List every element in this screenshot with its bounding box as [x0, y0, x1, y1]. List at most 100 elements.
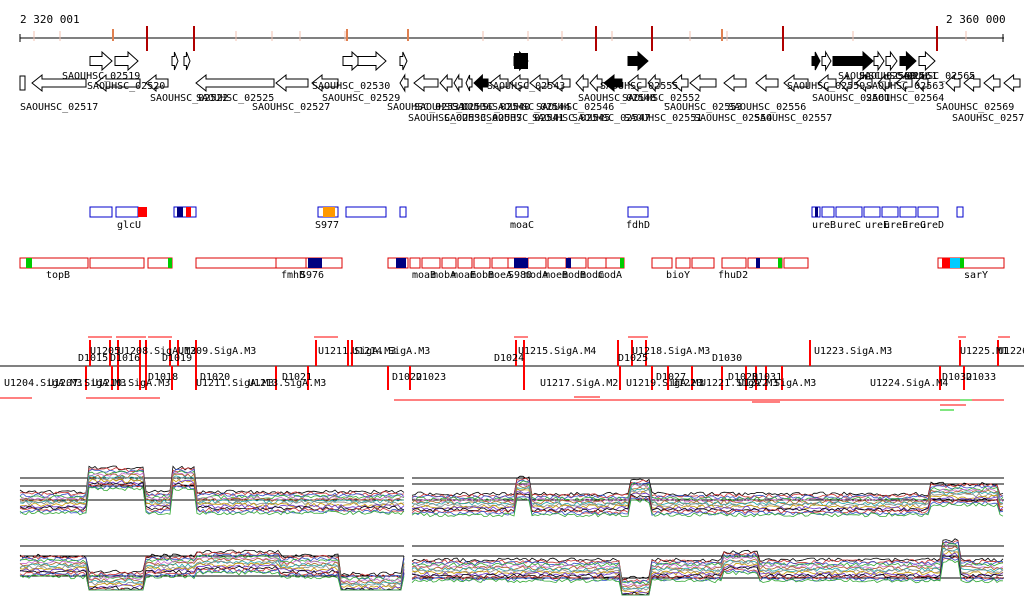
transcript-label[interactable]: U1211.SigA.M3 [196, 378, 274, 389]
feature-label[interactable]: ureF [884, 220, 908, 231]
transcript-label[interactable]: D1019 [162, 353, 192, 364]
feature-label[interactable]: moeB [544, 270, 568, 281]
feature-label[interactable]: topB [46, 270, 70, 281]
gene-label[interactable]: SAOUHSC_02541 [486, 113, 564, 124]
gene-label[interactable]: SAOUHSC_02537 [444, 113, 522, 124]
transcript-label[interactable]: U1211.SigA.M3 [318, 346, 396, 357]
transcript-label[interactable]: U1207.SigA.M3 [48, 378, 126, 389]
gene-label[interactable]: SAOUHSC_02561 [812, 93, 890, 104]
gene-label[interactable]: SAOUHSC_02556 [728, 102, 806, 113]
transcript-label[interactable]: U1218.SigA.M3 [632, 346, 710, 357]
feature-label[interactable]: modA [598, 270, 622, 281]
transcript-label[interactable]: U1222.SigA.M3 [738, 378, 816, 389]
transcript-label[interactable]: U1205 [90, 346, 120, 357]
gene-label[interactable]: SAOUHSC_02569 [936, 102, 1014, 113]
gene-label[interactable]: SAOUHSC_02555 [600, 81, 678, 92]
feature-label[interactable]: fhuD2 [718, 270, 748, 281]
transcript-label[interactable]: D1028 [728, 372, 758, 383]
transcript-label[interactable]: D1016 [110, 353, 140, 364]
gene-label[interactable]: SAOUHSC_02522 [150, 93, 228, 104]
transcript-label[interactable]: U1225.M1 [960, 346, 1008, 357]
feature-label[interactable]: moaB [412, 270, 436, 281]
gene-label[interactable]: SAOUHSC_02570 [952, 113, 1024, 124]
feature-label[interactable]: S980 [508, 270, 532, 281]
gene-label[interactable]: SAOUHSC_02530 [312, 81, 390, 92]
transcript-label[interactable]: U1204.SigA.M3 [4, 378, 82, 389]
gene-label[interactable]: SAOUHSC_02517 [20, 102, 98, 113]
feature-label[interactable]: fdhD [626, 220, 650, 231]
gene-label[interactable]: SAOUHSC_02545 [532, 113, 610, 124]
transcript-label[interactable]: D1033 [966, 372, 996, 383]
transcript-label[interactable]: U1221.SigA.M3 [700, 378, 778, 389]
gene-label[interactable]: SAOUHSC_02564 [866, 93, 944, 104]
feature-label[interactable]: ureG [902, 220, 926, 231]
transcript-label[interactable]: D1018 [148, 372, 178, 383]
transcript-label[interactable]: D1022 [392, 372, 422, 383]
gene-label[interactable]: SAOUHSC_02553 [664, 102, 742, 113]
transcript-label[interactable]: U1208.SigA.M3 [118, 346, 196, 357]
transcript-label[interactable]: D1027 [656, 372, 686, 383]
gene-label[interactable]: SAOUHSC_02547 [572, 113, 650, 124]
gene-label[interactable]: SAOUHSC_02519 [62, 71, 140, 82]
transcript-label[interactable]: D1021 [282, 372, 312, 383]
transcript-label[interactable]: U1209.SigA.M3 [178, 346, 256, 357]
feature-label[interactable]: bioY [666, 270, 690, 281]
feature-label[interactable]: ureC [837, 220, 861, 231]
gene-label[interactable]: SAOUHSC_02529 [322, 93, 400, 104]
gene-label[interactable]: SAOUHSC_02525 [196, 93, 274, 104]
gene-label[interactable]: SAOUHSC_02561 [859, 71, 937, 82]
gene-label[interactable]: SAOUHSC_02533 [408, 113, 486, 124]
feature-label[interactable]: sarY [964, 270, 988, 281]
transcript-label[interactable]: D1015 [78, 353, 108, 364]
transcript-label[interactable]: U1223.SigA.M3 [814, 346, 892, 357]
gene-label[interactable]: SAOUHSC_02543 [487, 81, 565, 92]
feature-label[interactable]: S977 [315, 220, 339, 231]
gene-label[interactable]: SAOUHSC_02527 [252, 102, 330, 113]
feature-label[interactable]: modC [580, 270, 604, 281]
gene-label[interactable]: SAOUHSC_02531 [387, 102, 465, 113]
transcript-label[interactable]: D1020 [200, 372, 230, 383]
transcript-label[interactable]: U1210.SigA.M3 [92, 378, 170, 389]
feature-label[interactable]: modB [562, 270, 586, 281]
feature-label[interactable]: S976 [300, 270, 324, 281]
gene-label[interactable]: SAOUHSC_02565 [897, 71, 975, 82]
transcript-label[interactable]: U1213.SigA.M3 [248, 378, 326, 389]
transcript-label[interactable]: D1024 [494, 353, 524, 364]
transcript-label[interactable]: U1215.SigA.M4 [518, 346, 596, 357]
transcript-label[interactable]: U1220 [672, 378, 702, 389]
gene-label[interactable]: SAOUHSC_02552 [622, 93, 700, 104]
feature-label[interactable]: moeA [488, 270, 512, 281]
gene-label[interactable]: SAOUHSC_02560 [838, 71, 916, 82]
gene-label[interactable]: SAOUHSC_02551 [624, 113, 702, 124]
gene-label[interactable]: SAOUHSC_02536 [414, 102, 492, 113]
transcript-label[interactable]: D1030 [712, 353, 742, 364]
gene-label[interactable]: SAOUHSC_02520 [87, 81, 165, 92]
feature-label[interactable]: modA [524, 270, 548, 281]
transcript-label[interactable]: U1214.SigA.M3 [352, 346, 430, 357]
feature-label[interactable]: mobB [470, 270, 494, 281]
gene-label[interactable]: SAOUHSC_02540 [452, 102, 530, 113]
gene-label[interactable]: SAOUHSC_02548 [578, 93, 656, 104]
gene-label[interactable]: SAOUHSC_02544 [492, 102, 570, 113]
transcript-label[interactable]: U1224.SigA.M4 [870, 378, 948, 389]
gene-label[interactable]: SAOUHSC_02554 [694, 113, 772, 124]
transcript-label[interactable]: U1217.SigA.M2 [540, 378, 618, 389]
transcript-label[interactable]: U1219.SigA.M3 [626, 378, 704, 389]
feature-label[interactable]: moaC [510, 220, 534, 231]
feature-label[interactable]: ureE [865, 220, 889, 231]
transcript-label[interactable]: D1025 [618, 353, 648, 364]
feature-label[interactable]: ureB [812, 220, 836, 231]
feature-label[interactable]: mobA [432, 270, 456, 281]
feature-label[interactable]: moaE [452, 270, 476, 281]
transcript-label[interactable]: D1031 [752, 372, 782, 383]
transcript-label[interactable]: D1032 [942, 372, 972, 383]
feature-label[interactable]: ureD [920, 220, 944, 231]
transcript-label[interactable]: U1226 [998, 346, 1024, 357]
feature-label[interactable]: fmhB [281, 270, 305, 281]
transcript-label[interactable]: D1023 [416, 372, 446, 383]
feature-label[interactable]: glcU [117, 220, 141, 231]
gene-label[interactable]: SAOUHSC_02546 [536, 102, 614, 113]
gene-label[interactable]: SAOUHSC_02559 [787, 81, 865, 92]
gene-label[interactable]: SAOUHSC_02557 [754, 113, 832, 124]
gene-label[interactable]: SAOUHSC_02563 [866, 81, 944, 92]
